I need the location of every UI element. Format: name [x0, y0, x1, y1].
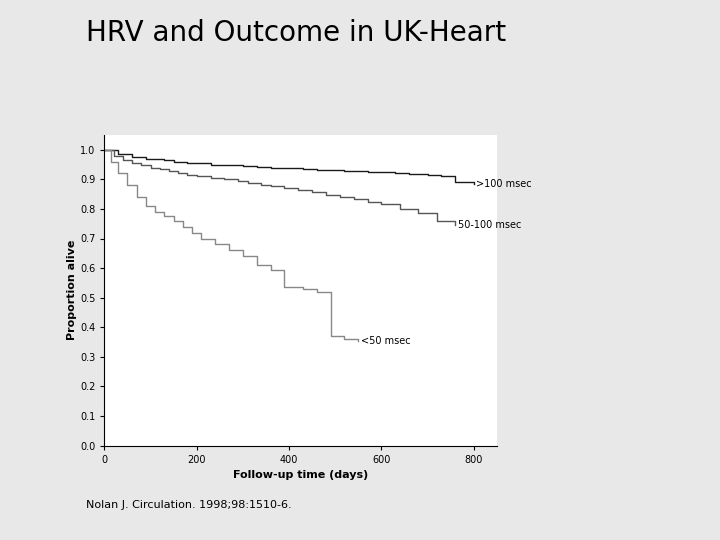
X-axis label: Follow-up time (days): Follow-up time (days): [233, 470, 368, 480]
Text: <50 msec: <50 msec: [361, 335, 410, 346]
Text: >100 msec: >100 msec: [476, 179, 531, 189]
Text: Nolan J. Circulation. 1998;98:1510-6.: Nolan J. Circulation. 1998;98:1510-6.: [86, 500, 292, 510]
Text: 50-100 msec: 50-100 msec: [458, 220, 521, 230]
Y-axis label: Proportion alive: Proportion alive: [67, 240, 77, 340]
Text: HRV and Outcome in UK-Heart: HRV and Outcome in UK-Heart: [86, 19, 507, 47]
